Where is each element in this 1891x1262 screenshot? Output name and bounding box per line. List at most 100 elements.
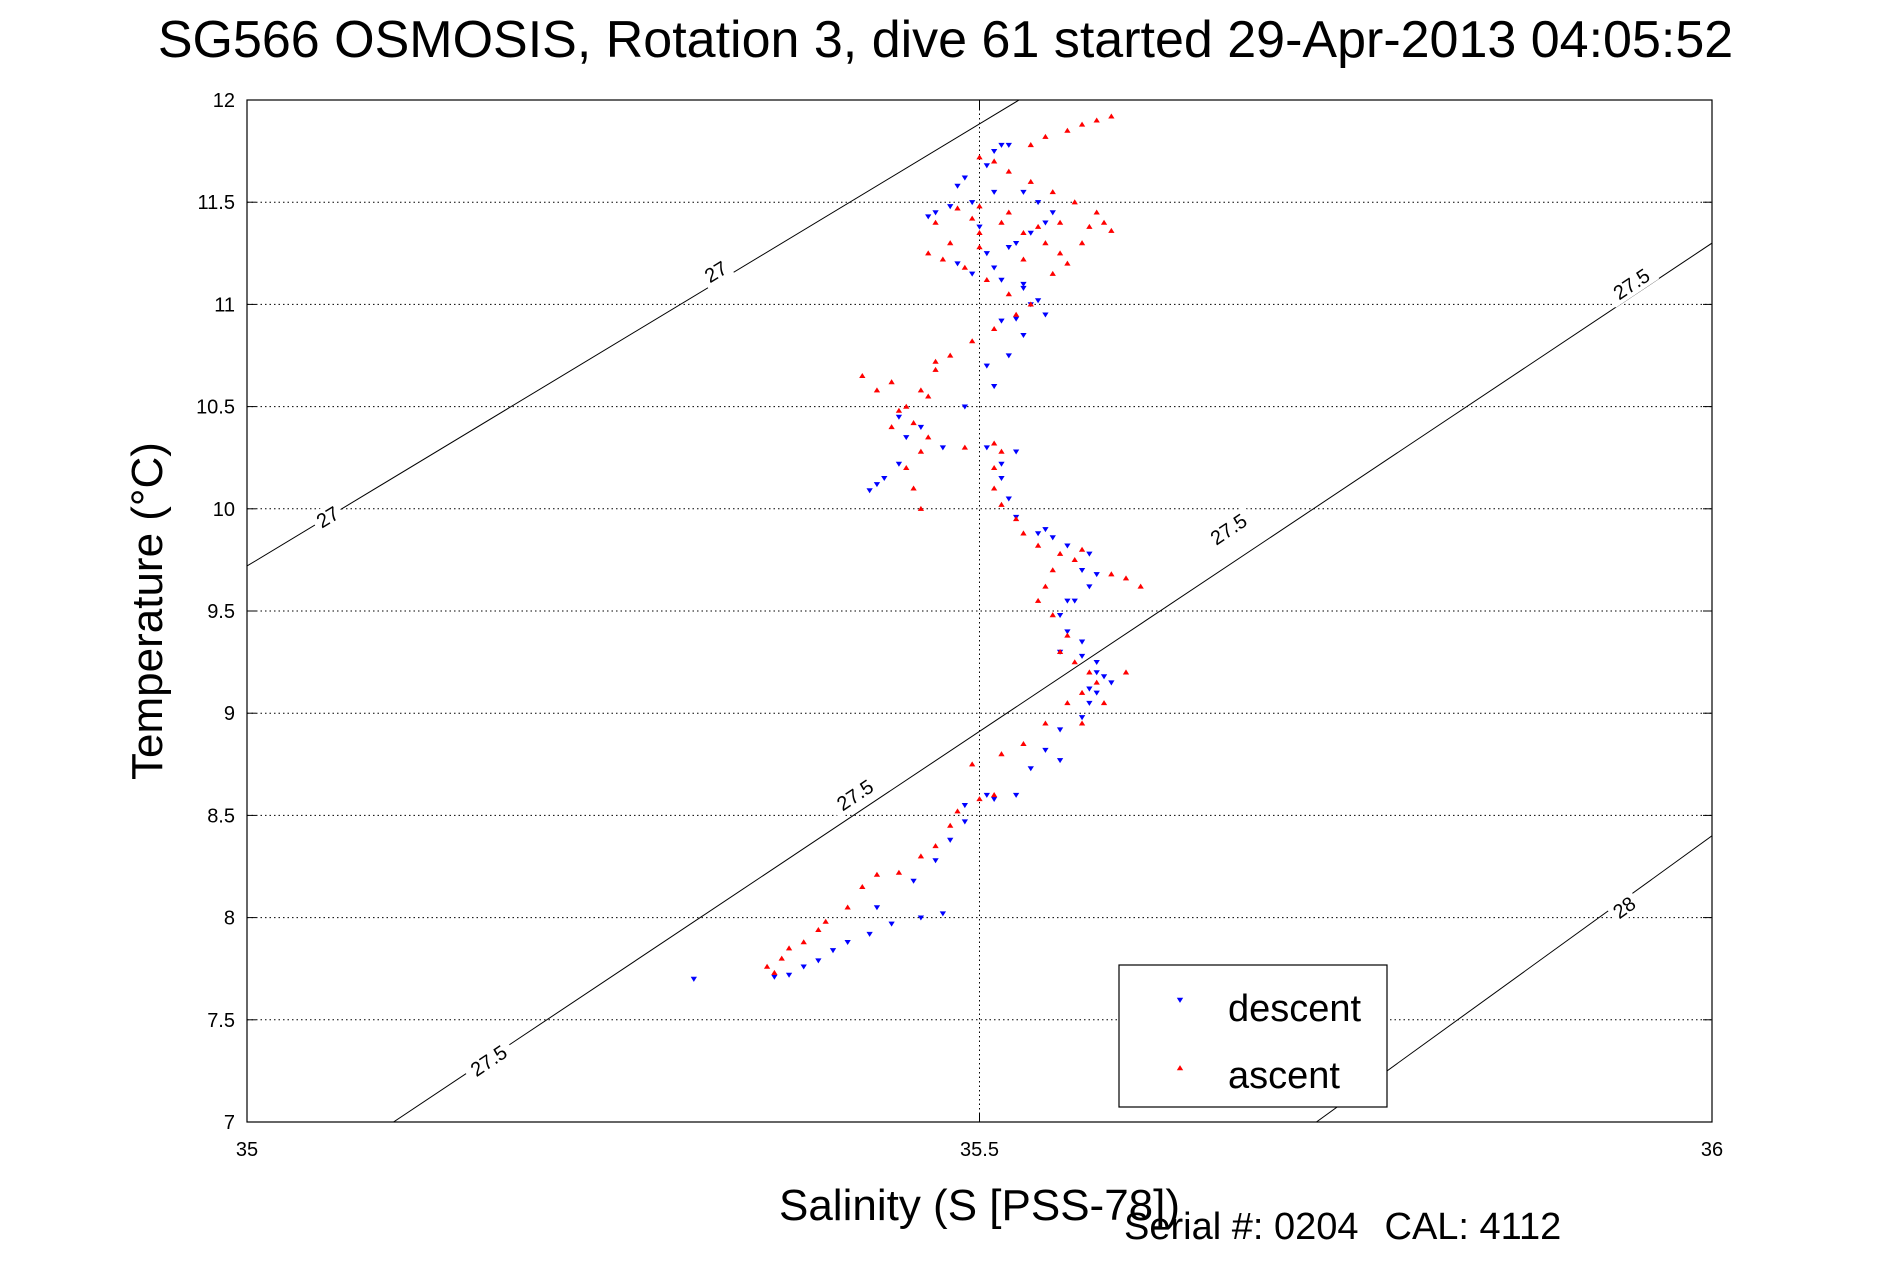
y-tick-label: 12 [213,90,235,112]
descent-point [1064,598,1071,604]
ascent-point [1064,632,1071,638]
ascent-point [976,154,983,160]
ascent-point [1064,127,1071,133]
descent-point [925,214,932,220]
descent-point [1056,727,1064,733]
legend: descent ascent [1118,964,1388,1108]
descent-point [998,142,1005,148]
legend-ascent-marker [1176,1065,1184,1071]
descent-point [983,163,990,169]
ascent-point [1005,209,1012,215]
ascent-point [917,853,925,859]
descent-point [873,482,881,488]
ascent-point [998,448,1005,454]
descent-point [947,837,954,843]
descent-point [939,911,947,917]
ascent-point [903,403,910,409]
ascent-point [976,229,983,235]
descent-point [961,404,968,410]
data-points [690,113,1144,982]
ascent-point [961,264,968,270]
descent-point [1108,680,1115,686]
descent-point [1012,316,1020,322]
ascent-point [998,751,1005,757]
ascent-point [1042,583,1049,589]
descent-point [969,271,976,277]
ascent-point [1042,240,1049,246]
ascent-point [1064,700,1071,706]
legend-box [1118,964,1388,1108]
ascent-point [1093,679,1100,685]
descent-point [932,210,939,216]
descent-point [1012,449,1020,455]
ascent-point [1122,669,1130,675]
descent-point [917,424,925,430]
descent-point [976,224,983,230]
y-tick-label: 7.5 [207,1010,235,1032]
descent-point [983,251,990,257]
contour-label: 27 [309,499,347,535]
x-axis-label: Salinity (S [PSS-78]) [779,1181,1180,1230]
ascent-point [1078,689,1086,695]
y-tick-label: 10 [213,499,235,521]
descent-point [895,461,903,467]
ascent-point [917,448,925,454]
y-tick-label: 9 [224,703,235,725]
contour-label-bg [827,771,883,819]
ascent-point [844,904,851,910]
descent-point [991,148,998,155]
contour-label-bg [1603,260,1660,308]
ascent-point [954,808,961,814]
descent-point [983,792,990,798]
ascent-point [903,465,910,471]
ascent-point [932,358,939,364]
ascent-point [1049,189,1056,195]
cal-number: CAL: 4112 [1384,1206,1562,1248]
y-tick-label: 7 [224,1112,235,1134]
descent-point [932,858,939,864]
ascent-point [1078,720,1086,726]
descent-point [1078,639,1086,645]
contour-label-text: 28 [1609,893,1640,924]
density-contour-line [393,242,1712,1122]
ascent-point [1086,669,1093,675]
ascent-point [1049,270,1056,276]
ascent-point [800,939,807,945]
ascent-point [895,407,903,413]
descent-point [961,819,968,825]
descent-point [910,878,917,884]
ascent-point [1034,597,1042,603]
ascent-point [947,822,954,828]
ascent-point [1137,583,1144,589]
ascent-point [1049,612,1056,618]
ascent-point [1078,546,1086,552]
descent-point [1005,353,1012,359]
footer-info: Serial #: 0204 CAL: 4112 [1124,1206,1587,1249]
descent-point [939,445,947,451]
ascent-point [925,250,932,256]
descent-point [917,915,925,921]
descent-point [1093,572,1100,578]
ascent-point [1020,256,1027,262]
ascent-point [873,871,881,877]
ascent-point [910,420,917,426]
descent-point [1078,653,1086,659]
ascent-point [1042,720,1049,726]
contour-label-bg [460,1037,517,1085]
ascent-point [1108,113,1115,119]
ascent-point [925,434,932,440]
y-axis-label: Temperature (°C) [123,442,172,780]
ascent-point [859,373,866,379]
ascent-point [1056,550,1064,556]
descent-point [1086,700,1093,706]
ascent-point [1108,227,1115,233]
ascent-point [815,926,822,932]
descent-point [866,488,873,494]
descent-point [983,445,990,451]
ascent-point [1020,530,1027,536]
ascent-point [947,352,954,358]
descent-point [954,261,961,267]
ascent-point [932,366,939,372]
descent-point [1034,298,1042,304]
descent-point [1086,686,1093,692]
